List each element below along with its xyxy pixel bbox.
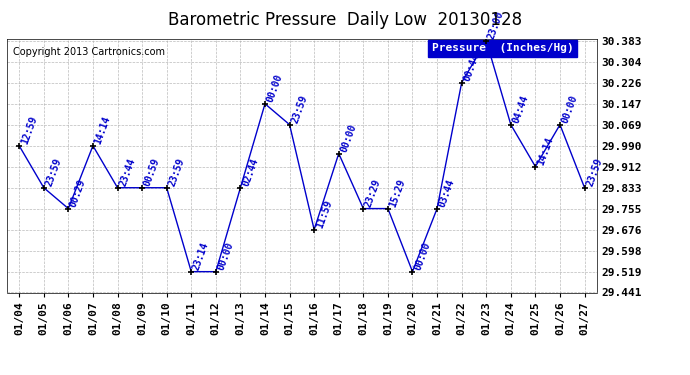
Text: 12:59: 12:59 [19, 115, 39, 146]
Text: 04:44: 04:44 [511, 94, 530, 124]
Text: 23:59: 23:59 [290, 94, 309, 124]
Text: 00:00: 00:00 [216, 241, 235, 272]
Text: 15:29: 15:29 [388, 177, 407, 209]
Text: 03:44: 03:44 [437, 177, 457, 209]
Text: 14:14: 14:14 [93, 115, 112, 146]
Text: 11:59: 11:59 [314, 199, 333, 230]
Text: 23:59: 23:59 [43, 157, 63, 188]
Text: 02:44: 02:44 [240, 157, 260, 188]
Text: 00:29: 00:29 [68, 177, 88, 209]
Text: 23:59: 23:59 [167, 157, 186, 188]
Text: 23:59: 23:59 [584, 157, 604, 188]
Text: 00:59: 00:59 [142, 157, 161, 188]
Text: 00:00: 00:00 [265, 73, 284, 104]
Text: 00:00: 00:00 [339, 123, 358, 153]
Text: Copyright 2013 Cartronics.com: Copyright 2013 Cartronics.com [13, 47, 165, 57]
Text: 14:14: 14:14 [535, 136, 555, 166]
Text: 00:00: 00:00 [560, 94, 580, 124]
Text: 23:00: 23:00 [486, 10, 506, 41]
Text: 00:44: 00:44 [462, 52, 481, 82]
Text: Barometric Pressure  Daily Low  20130128: Barometric Pressure Daily Low 20130128 [168, 11, 522, 29]
Text: 23:14: 23:14 [191, 241, 210, 272]
Text: 23:29: 23:29 [364, 177, 383, 209]
Text: 00:00: 00:00 [413, 241, 432, 272]
Text: Pressure  (Inches/Hg): Pressure (Inches/Hg) [432, 43, 573, 53]
Text: 23:44: 23:44 [117, 157, 137, 188]
